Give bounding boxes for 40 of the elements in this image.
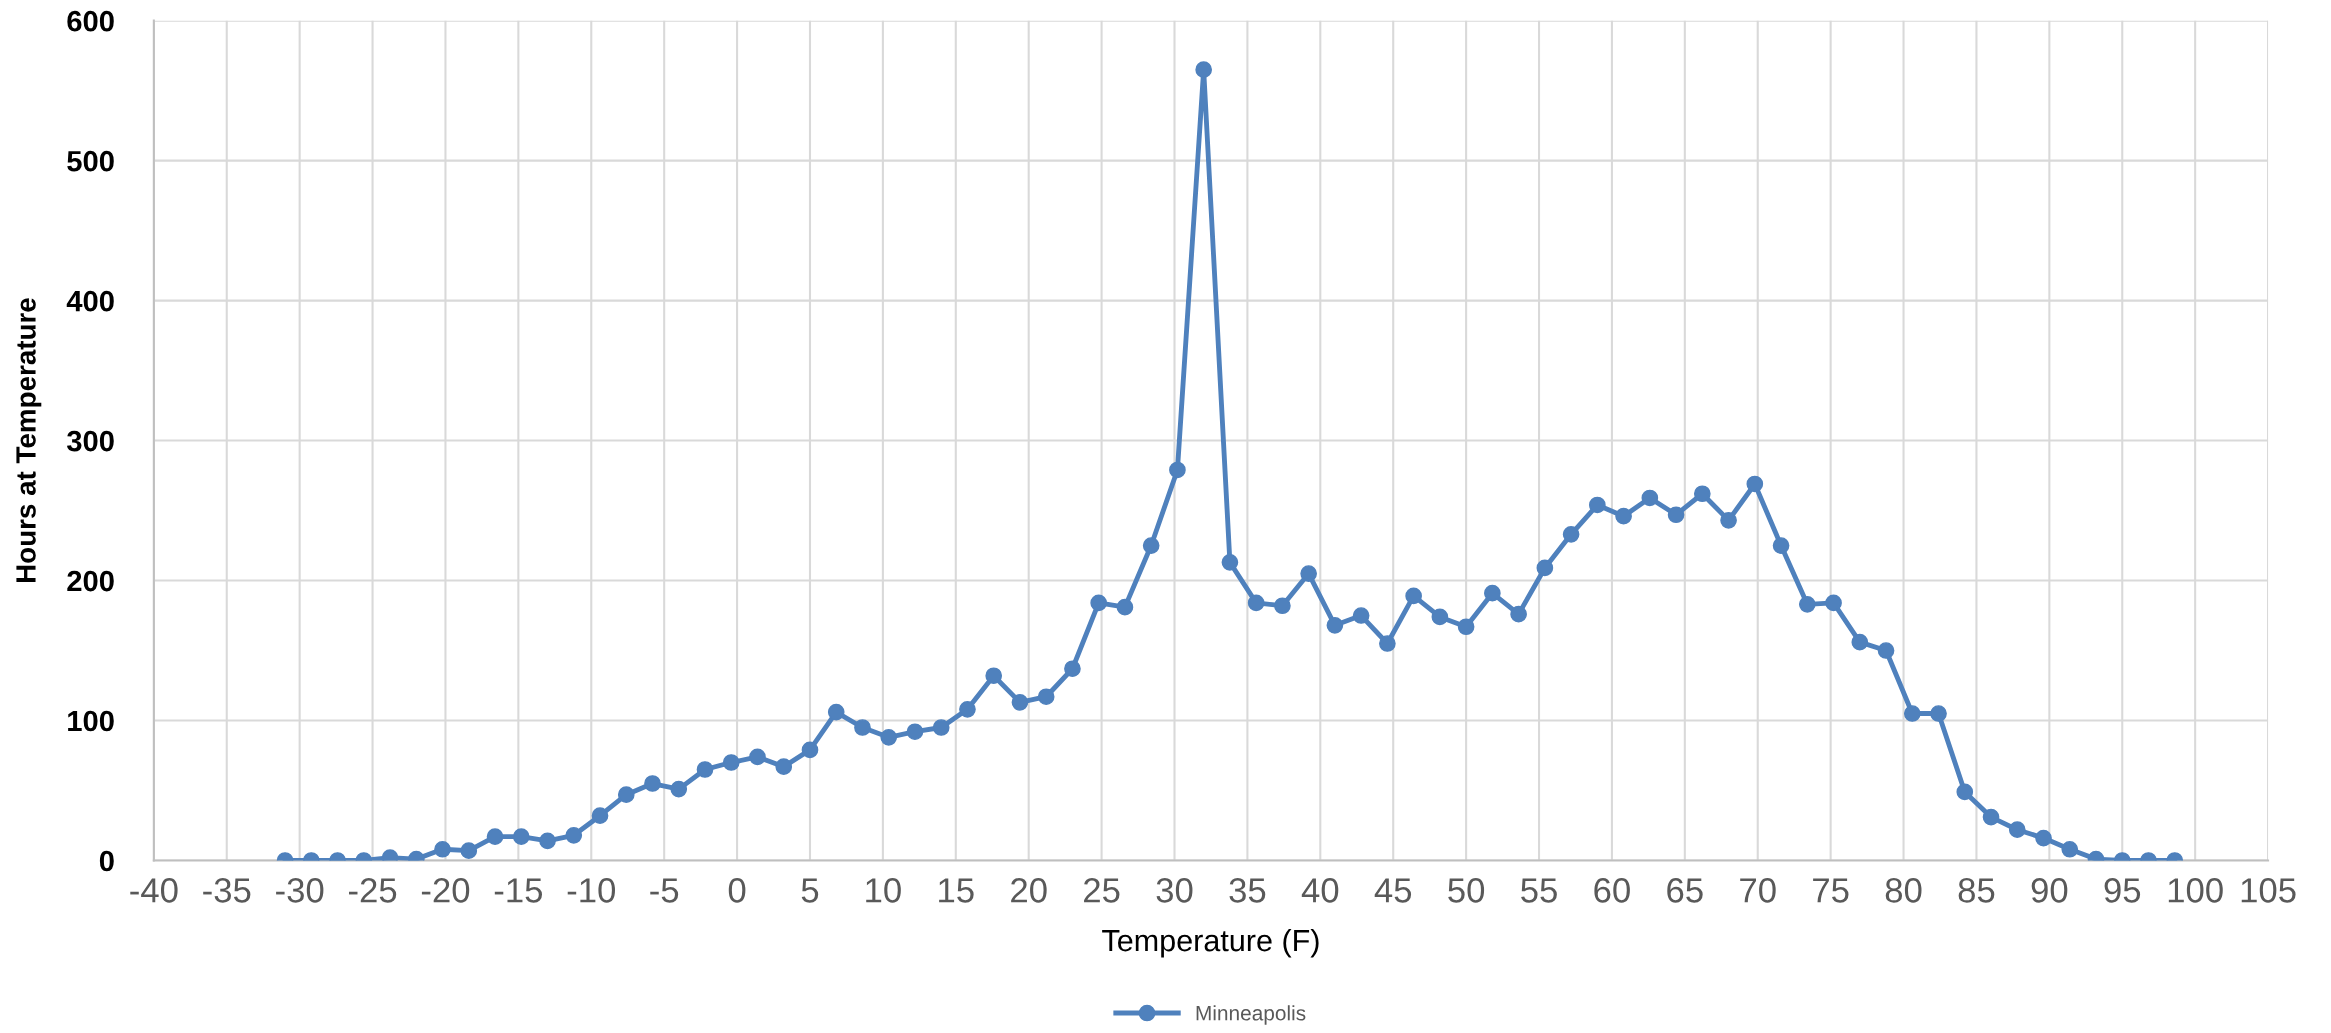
y-tick-label: 500 xyxy=(67,150,114,172)
x-tick-label: 60 xyxy=(1594,878,1630,903)
x-tick-label: 40 xyxy=(1301,878,1339,903)
x-tick-label: 15 xyxy=(939,878,974,903)
x-tick-label: 45 xyxy=(1374,878,1412,903)
x-tick-label: 30 xyxy=(1156,878,1193,903)
x-tick-label: 20 xyxy=(1011,878,1047,903)
x-tick-label: 85 xyxy=(1958,878,1995,903)
x-tick-label: -25 xyxy=(349,878,397,903)
y-tick-label: 100 xyxy=(68,710,114,732)
x-tick-label: 0 xyxy=(728,878,746,903)
x-tick-label: 75 xyxy=(1813,878,1849,903)
x-tick-label: -20 xyxy=(421,878,470,903)
x-tick-label: 50 xyxy=(1448,878,1485,903)
x-tick-label: -40 xyxy=(130,878,178,903)
x-tick-label: 10 xyxy=(866,878,901,903)
y-axis-title: Hours at Temperature xyxy=(16,298,42,583)
x-tick-label: 65 xyxy=(1667,878,1703,903)
x-tick-label: 5 xyxy=(801,878,819,903)
x-tick-label: 90 xyxy=(2031,878,2068,903)
x-tick-label: -15 xyxy=(494,878,543,903)
x-tick-label: 25 xyxy=(1084,878,1120,903)
x-tick-label: 100 xyxy=(2168,878,2223,903)
y-tick-label: 0 xyxy=(99,850,114,872)
x-tick-label: -35 xyxy=(203,878,251,903)
x-tick-label: -30 xyxy=(276,878,324,903)
x-tick-label: -5 xyxy=(650,878,679,903)
x-axis-title: Temperature (F) xyxy=(1102,928,1319,958)
legend-label: Minneapolis xyxy=(1196,1005,1306,1025)
x-tick-label: 55 xyxy=(1521,878,1557,903)
y-tick-label: 600 xyxy=(67,10,114,32)
y-tick-label: 400 xyxy=(66,290,114,312)
x-tick-label: 80 xyxy=(1885,878,1922,903)
x-tick-label: -10 xyxy=(567,878,616,903)
x-tick-label: 70 xyxy=(1740,878,1776,903)
x-tick-label: 35 xyxy=(1229,878,1266,903)
x-tick-label: 95 xyxy=(2104,878,2141,903)
y-tick-label: 200 xyxy=(67,570,114,592)
y-tick-label: 300 xyxy=(66,430,114,452)
x-tick-label: 105 xyxy=(2241,878,2296,903)
